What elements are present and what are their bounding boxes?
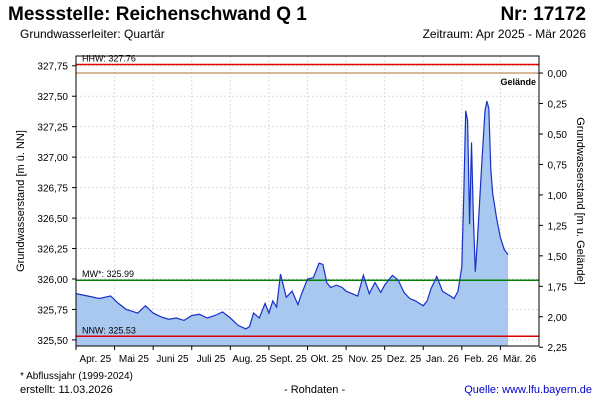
aquifer-label: Grundwasserleiter: Quartär [20, 27, 165, 41]
nnw-label: NNW: 325.53 [82, 325, 136, 335]
y-tick-label: 325,75 [37, 305, 68, 316]
x-tick-label: Nov. 25 [349, 354, 383, 365]
axes: 327,75 327,50 327,25 327,00 326,75 326,50 326,… [15, 62, 586, 365]
ground-level-label: Gelände [500, 77, 536, 87]
mw-label: MW*: 325.99 [82, 269, 134, 279]
y-tick-label: 327,50 [37, 92, 68, 103]
page-title: Messstelle: Reichenschwand Q 1 [8, 4, 307, 25]
y-tick-label: 327,25 [37, 123, 68, 134]
y-tick-label: 326,00 [37, 275, 68, 286]
water-level-line [75, 100, 509, 330]
y-right-tick-label: 0,75 [548, 160, 568, 171]
x-tick-label: Jan. 26 [426, 354, 459, 365]
period-label: Zeitraum: Apr 2025 - Mär 2026 [422, 27, 586, 41]
x-tick-label: Sept. 25 [270, 354, 308, 365]
y-right-axis-title: Grundwasserstand [m u. Gelände] [574, 117, 586, 285]
x-tick-label: Okt. 25 [311, 354, 344, 365]
y-right-tick-label: 2,25 [548, 343, 568, 354]
x-tick-label: Juni 25 [156, 354, 189, 365]
y-right-tick-label: 0,50 [548, 130, 568, 141]
y-right-tick-label: 1,75 [548, 282, 568, 293]
raw-data-label: - Rohdaten - [284, 384, 346, 396]
x-tick-label: Juli 25 [197, 354, 226, 365]
y-axis-title: Grundwasserstand [m ü. NN] [15, 130, 27, 272]
x-tick-label: Dez. 25 [387, 354, 422, 365]
x-tick-label: Feb. 26 [464, 354, 498, 365]
hhw-label: HHW: 327.76 [82, 54, 136, 64]
y-tick-label: 326,50 [37, 214, 68, 225]
y-right-tick-label: 1,00 [548, 191, 568, 202]
x-tick-label: Mär. 26 [503, 354, 537, 365]
created-date: erstellt: 11.03.2026 [20, 384, 113, 396]
x-tick-label: Mai 25 [119, 354, 149, 365]
y-right-tick-label: 1,50 [548, 252, 568, 263]
y-tick-label: 327,00 [37, 153, 68, 164]
y-right-tick-label: 2,00 [548, 313, 568, 324]
station-number: Nr: 17172 [500, 4, 586, 25]
y-tick-label: 325,50 [37, 336, 68, 347]
footnote-abflussjahr: * Abflussjahr (1999-2024) [20, 371, 133, 382]
y-right-tick-label: 0,00 [548, 69, 568, 80]
x-tick-label: Aug. 25 [232, 354, 267, 365]
y-right-tick-label: 1,25 [548, 221, 568, 232]
x-tick-label: Apr. 25 [79, 354, 111, 365]
reference-lines: Gelände HHW: 327.76 MW*: 325.99 NNW: 325.53 [76, 54, 539, 338]
y-tick-label: 327,75 [37, 62, 68, 73]
source-link[interactable]: Quelle: www.lfu.bayern.de [464, 384, 592, 396]
y-tick-label: 326,75 [37, 184, 68, 195]
y-tick-label: 326,25 [37, 245, 68, 256]
y-right-tick-label: 0,25 [548, 100, 568, 111]
